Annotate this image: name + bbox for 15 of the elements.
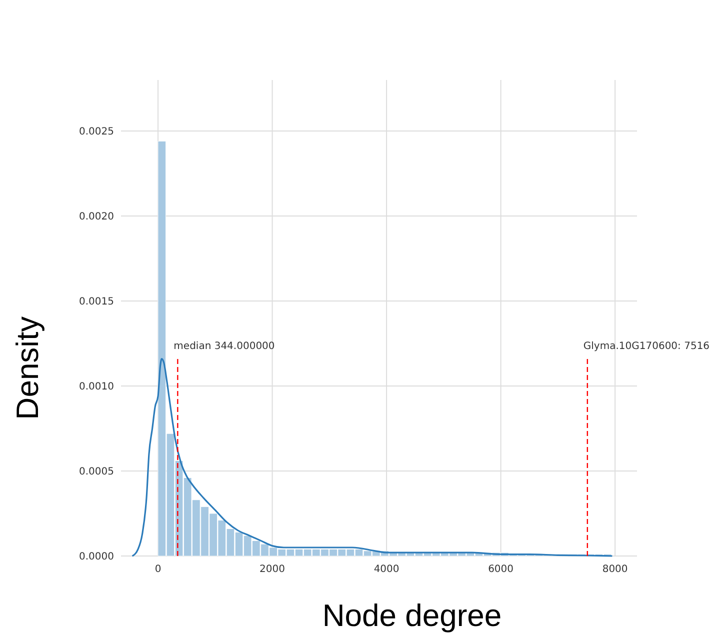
y-tick-label: 0.0000 [79,552,114,562]
x-tick-label: 6000 [488,564,514,575]
x-tick-label: 0 [154,564,162,575]
x-axis-title: Node degree [322,598,502,633]
y-tick-label: 0.0005 [79,466,114,478]
y-tick-label: 0.0025 [79,126,114,138]
y-tick-label: 0.0010 [79,382,114,392]
y-tick-label: 0.0015 [79,296,114,308]
y-axis-title: Density [10,316,45,420]
x-tick-label: 4000 [374,564,400,575]
x-tick-label: 8000 [602,564,628,575]
ref-line-label: Glyma.10G170600: 7516 [583,341,710,352]
y-tick-label: 0.0020 [79,212,114,222]
x-tick-label: 2000 [260,564,286,575]
ref-line-label: median 344.000000 [174,341,275,352]
